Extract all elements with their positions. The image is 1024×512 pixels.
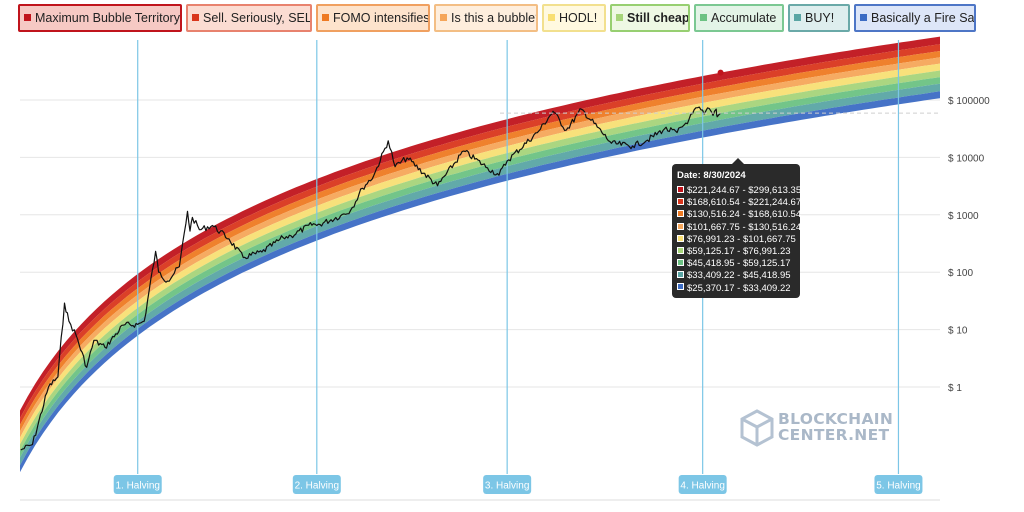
- rainbow-bands: [20, 36, 940, 473]
- y-axis-labels: $ 100000 $ 10000 $ 1000 $ 100 $ 10 $ 1: [948, 96, 990, 394]
- tooltip: Date: 8/30/2024 $221,244.67 - $299,613.3…: [672, 158, 801, 298]
- tooltip-range: $25,370.17 - $33,409.22: [687, 282, 791, 294]
- legend-label: HODL!: [559, 11, 598, 25]
- price-line: [20, 69, 940, 451]
- watermark-line-2: CENTER.NET: [778, 426, 890, 444]
- tooltip-row: $221,244.67 - $299,613.35: [677, 185, 801, 197]
- y-tick-label: $ 10000: [948, 153, 985, 164]
- legend-label: Still cheap: [627, 11, 690, 25]
- legend-item-accumulate[interactable]: Accumulate: [694, 4, 784, 32]
- tooltip-swatch: [677, 283, 684, 291]
- legend-swatch: [192, 14, 199, 22]
- legend-label: Accumulate: [711, 11, 777, 25]
- halving-labels: 1. Halving 2. Halving 3. Halving 4. Halving…: [113, 475, 923, 494]
- blockchaincenter-logo: BLOCKCHAIN CENTER.NET: [736, 408, 896, 448]
- halving-label-text: 2. Halving: [295, 481, 339, 492]
- tooltip-swatch: [677, 234, 684, 242]
- legend-swatch: [548, 14, 555, 22]
- halving-label-3[interactable]: 3. Halving: [483, 475, 532, 494]
- legend-item-sell-seriously-sell[interactable]: Sell. Seriously, SELL!: [186, 4, 312, 32]
- tooltip-row: $101,667.75 - $130,516.24: [677, 222, 801, 234]
- tooltip-swatch: [677, 185, 684, 193]
- legend-item-still-cheap[interactable]: Still cheap: [610, 4, 690, 32]
- legend-swatch: [24, 14, 31, 22]
- halving-label-text: 1. Halving: [115, 481, 159, 492]
- btc-price-line: [20, 106, 721, 451]
- legend-swatch: [700, 14, 707, 22]
- tooltip-range: $45,418.95 - $59,125.17: [687, 258, 791, 270]
- tooltip-range: $33,409.22 - $45,418.95: [687, 270, 791, 282]
- tooltip-rows: $221,244.67 - $299,613.35 $168,610.54 - $…: [677, 185, 801, 295]
- halving-label-text: 3. Halving: [485, 481, 529, 492]
- legend-label: FOMO intensifies: [333, 11, 430, 25]
- legend-swatch: [616, 14, 623, 22]
- legend-label: Sell. Seriously, SELL!: [203, 11, 312, 25]
- legend-swatch: [322, 14, 329, 22]
- tooltip-swatch: [677, 259, 684, 267]
- halving-lines: [137, 40, 900, 474]
- tooltip-range: $130,516.24 - $168,610.54: [687, 209, 802, 221]
- legend-label: Maximum Bubble Territory: [35, 11, 180, 25]
- legend-item-is-this-a-bubble[interactable]: Is this a bubble?: [434, 4, 538, 32]
- legend-item-basically-a-fire-sale[interactable]: Basically a Fire Sale: [854, 4, 976, 32]
- tooltip-row: $76,991.23 - $101,667.75: [677, 233, 796, 246]
- watermark-line-1: BLOCKCHAIN: [778, 410, 894, 428]
- y-tick-label: $ 10: [948, 326, 968, 337]
- tooltip-range: $59,125.17 - $76,991.23: [687, 245, 791, 257]
- tooltip-row: $33,409.22 - $45,418.95: [677, 270, 795, 282]
- tooltip-date: Date: 8/30/2024: [677, 170, 746, 181]
- tooltip-row: $168,610.54 - $221,244.67: [677, 197, 801, 209]
- halving-label-5[interactable]: 5. Halving: [874, 475, 923, 494]
- hover-marker: [717, 69, 724, 76]
- legend-item-hodl[interactable]: HODL!: [542, 4, 606, 32]
- y-tick-label: $ 1: [948, 383, 962, 394]
- cube-icon: [740, 409, 774, 447]
- legend-swatch: [860, 14, 867, 22]
- tooltip-swatch: [677, 210, 684, 218]
- tooltip-swatch: [677, 271, 684, 279]
- legend-label: BUY!: [805, 11, 835, 25]
- tooltip-swatch: [677, 198, 684, 206]
- y-tick-label: $ 100: [948, 268, 973, 279]
- legend-item-buy[interactable]: BUY!: [788, 4, 850, 32]
- legend-item-maximum-bubble-territory[interactable]: Maximum Bubble Territory: [18, 4, 182, 32]
- tooltip-row: $45,418.95 - $59,125.17: [677, 258, 795, 270]
- tooltip-row: $59,125.17 - $76,991.23: [677, 246, 795, 258]
- legend-label: Is this a bubble?: [451, 11, 538, 25]
- y-tick-label: $ 1000: [948, 211, 979, 222]
- legend-swatch: [794, 14, 801, 22]
- halving-label-4[interactable]: 4. Halving: [678, 475, 727, 494]
- tooltip-row: $130,516.24 - $168,610.54: [677, 209, 801, 221]
- halving-label-1[interactable]: 1. Halving: [113, 475, 162, 494]
- tooltip-swatch: [677, 246, 684, 254]
- tooltip-range: $168,610.54 - $221,244.67: [687, 197, 802, 209]
- tooltip-range: $221,244.67 - $299,613.35: [687, 185, 802, 196]
- tooltip-range: $101,667.75 - $130,516.24: [687, 221, 802, 233]
- tooltip-range: $76,991.23 - $101,667.75: [687, 233, 796, 245]
- tooltip-row: $25,370.17 - $33,409.22: [677, 283, 795, 295]
- legend-item-fomo-intensifies[interactable]: FOMO intensifies: [316, 4, 430, 32]
- y-tick-label: $ 100000: [948, 96, 990, 107]
- halving-label-2[interactable]: 2. Halving: [292, 475, 341, 494]
- legend-label: Basically a Fire Sale: [871, 11, 976, 25]
- halving-label-text: 4. Halving: [680, 481, 724, 492]
- halving-label-text: 5. Halving: [876, 481, 920, 492]
- legend-swatch: [440, 14, 447, 22]
- tooltip-swatch: [677, 222, 684, 230]
